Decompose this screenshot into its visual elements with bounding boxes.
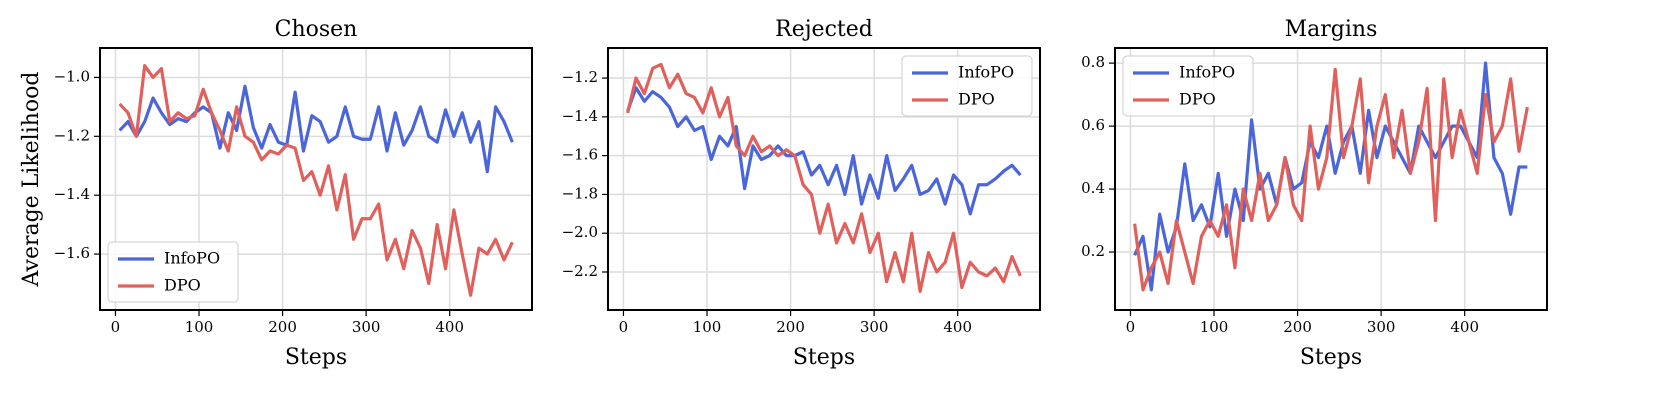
line-series (626, 62, 1022, 293)
x-tick-label: 400 (435, 318, 464, 336)
x-tick-label: 400 (1450, 318, 1479, 336)
y-tick-label: −1.4 (562, 107, 598, 125)
line-series (626, 86, 1022, 216)
x-tick-label: 300 (352, 318, 381, 336)
x-tick-label: 0 (1126, 318, 1136, 336)
x-axis-label: Steps (285, 345, 347, 370)
y-tick-label: 0.4 (1081, 179, 1105, 197)
legend-label: InfoPO (164, 249, 220, 268)
y-axis-label: Average Likelihood (19, 72, 44, 288)
x-tick-label: 400 (943, 318, 972, 336)
x-tick-label: 100 (693, 318, 722, 336)
legend-label: InfoPO (958, 63, 1014, 82)
chart-title: Margins (1285, 17, 1378, 42)
x-tick-label: 100 (1200, 318, 1229, 336)
y-tick-label: −1.0 (54, 67, 90, 85)
x-tick-label: 300 (860, 318, 889, 336)
y-tick-label: −2.0 (562, 223, 598, 241)
line-series (118, 64, 514, 297)
line-series (1133, 67, 1529, 292)
y-tick-label: −1.2 (54, 126, 90, 144)
plot-frame (99, 47, 533, 311)
x-tick-label: 200 (776, 318, 805, 336)
x-tick-label: 200 (1283, 318, 1312, 336)
line-series (118, 84, 514, 174)
x-axis-label: Steps (793, 345, 855, 370)
y-tick-label: −2.2 (562, 262, 598, 280)
y-tick-label: −1.4 (54, 185, 90, 203)
x-tick-label: 200 (268, 318, 297, 336)
legend-label: DPO (1179, 90, 1216, 109)
y-tick-label: 0.2 (1081, 242, 1105, 260)
chart-title: Rejected (775, 17, 873, 42)
legend-label: InfoPO (1179, 63, 1235, 82)
y-tick-label: 0.8 (1081, 53, 1105, 71)
x-tick-label: 0 (111, 318, 121, 336)
plot-frame (607, 47, 1041, 311)
y-tick-label: −1.2 (562, 68, 598, 86)
y-tick-label: −1.6 (562, 146, 598, 164)
chart-title: Chosen (275, 17, 358, 42)
legend-label: DPO (164, 276, 201, 295)
legend-label: DPO (958, 90, 995, 109)
line-series (1133, 61, 1528, 292)
y-tick-label: 0.6 (1081, 116, 1105, 134)
plot-frame (1114, 47, 1548, 311)
x-axis-label: Steps (1300, 345, 1362, 370)
x-tick-label: 100 (185, 318, 214, 336)
x-tick-label: 300 (1367, 318, 1396, 336)
y-tick-label: −1.8 (562, 184, 598, 202)
x-tick-label: 0 (619, 318, 629, 336)
y-tick-label: −1.6 (54, 244, 90, 262)
